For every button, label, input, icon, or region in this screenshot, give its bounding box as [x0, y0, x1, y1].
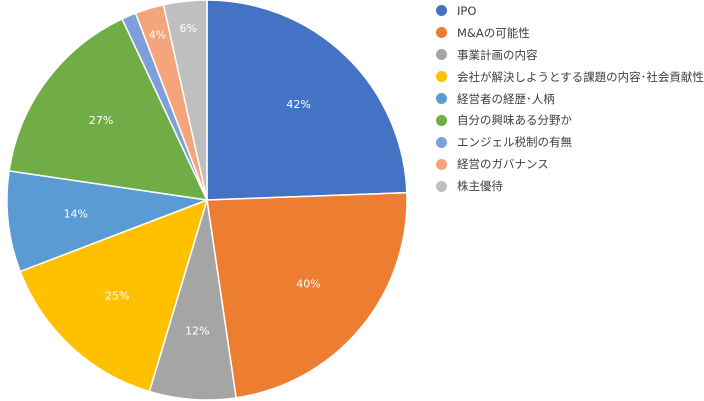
data-label: 40% — [296, 277, 320, 290]
data-label: 27% — [89, 114, 113, 127]
legend-item: 経営のガバナンス — [436, 153, 704, 175]
legend-label: 経営者の経歴･人柄 — [457, 91, 555, 106]
data-label: 14% — [64, 207, 88, 220]
legend-swatch — [436, 180, 447, 192]
legend-swatch — [436, 93, 447, 104]
data-label: 12% — [185, 325, 209, 338]
pie-slice — [8, 17, 209, 201]
legend-label: 事業計画の内容 — [457, 47, 538, 62]
legend-item: エンジェル税制の有無 — [436, 131, 704, 153]
data-label: 6% — [179, 22, 196, 35]
legend-label: 会社が解決しようとする課題の内容･社会貢献性 — [457, 69, 704, 84]
data-label: 25% — [105, 290, 129, 303]
legend-item: 事業計画の内容 — [436, 44, 704, 66]
data-label: 42% — [286, 98, 310, 111]
legend-item: IPO — [436, 0, 704, 22]
pie-slice — [206, 191, 408, 399]
legend-item: M&Aの可能性 — [436, 22, 704, 44]
chart-legend: IPO M&Aの可能性 事業計画の内容会社が解決しようとする課題の内容･社会貢献性経… — [436, 0, 704, 197]
legend-swatch — [436, 27, 447, 39]
pie-slice — [206, 0, 408, 201]
legend-swatch — [436, 71, 447, 83]
pie-slice — [6, 170, 210, 273]
legend-label: 自分の興味ある分野か — [457, 113, 572, 128]
legend-swatch — [436, 114, 447, 126]
legend-swatch — [436, 136, 447, 148]
legend-label: IPO — [457, 3, 477, 18]
legend-label: M&Aの可能性 — [457, 25, 530, 40]
pie-slice — [19, 198, 209, 393]
legend-label: エンジェル税制の有無 — [457, 135, 572, 150]
legend-item: 経営者の経歴･人柄 — [436, 88, 704, 110]
data-label: 4% — [149, 28, 166, 41]
legend-swatch — [436, 49, 447, 61]
legend-item: 自分の興味ある分野か — [436, 109, 704, 131]
legend-swatch — [436, 5, 447, 17]
pie-slice — [162, 0, 208, 201]
legend-item: 会社が解決しようとする課題の内容･社会貢献性 — [436, 66, 704, 88]
legend-label: 経営のガバナンス — [457, 157, 549, 172]
legend-item: 株主優待 — [436, 175, 704, 197]
legend-swatch — [436, 158, 447, 170]
legend-label: 株主優待 — [457, 179, 503, 194]
